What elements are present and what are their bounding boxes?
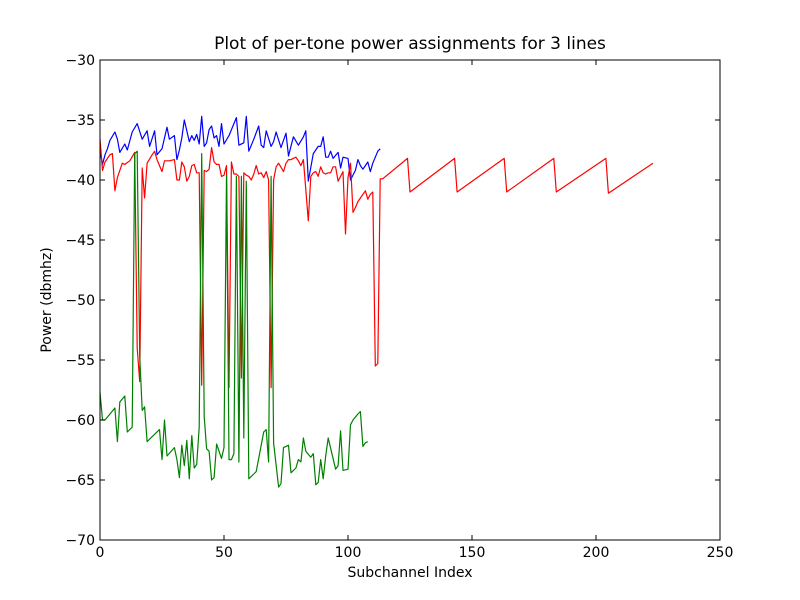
y-tick-label: −45 bbox=[65, 233, 95, 249]
series-line-1 bbox=[99, 115, 381, 182]
y-tick-label: −50 bbox=[65, 293, 95, 309]
series-layer bbox=[99, 115, 654, 488]
tick-layer: 0 50 100 150 200 250 −30 −35 −40 −45 −50 −55 −60 −65 −… bbox=[65, 53, 733, 561]
x-axis-label: Subchannel Index bbox=[347, 565, 472, 581]
x-tick-label: 200 bbox=[583, 545, 610, 561]
y-tick-label: −35 bbox=[65, 113, 95, 129]
x-tick-label: 250 bbox=[707, 545, 734, 561]
y-axis-label: Power (dbmhz) bbox=[39, 247, 55, 352]
x-tick-label: 150 bbox=[459, 545, 486, 561]
y-tick-label: −30 bbox=[65, 53, 95, 69]
x-tick-label: 0 bbox=[96, 545, 105, 561]
y-tick-label: −55 bbox=[65, 353, 95, 369]
y-tick-label: −65 bbox=[65, 473, 95, 489]
chart-title: Plot of per-tone power assignments for 3… bbox=[214, 34, 606, 54]
series-line-3 bbox=[99, 150, 369, 488]
x-tick-label: 100 bbox=[335, 545, 362, 561]
y-tick-label: −70 bbox=[65, 533, 95, 549]
y-tick-label: −40 bbox=[65, 173, 95, 189]
x-tick-label: 50 bbox=[215, 545, 233, 561]
y-tick-label: −60 bbox=[65, 413, 95, 429]
series-line-2 bbox=[99, 139, 654, 389]
